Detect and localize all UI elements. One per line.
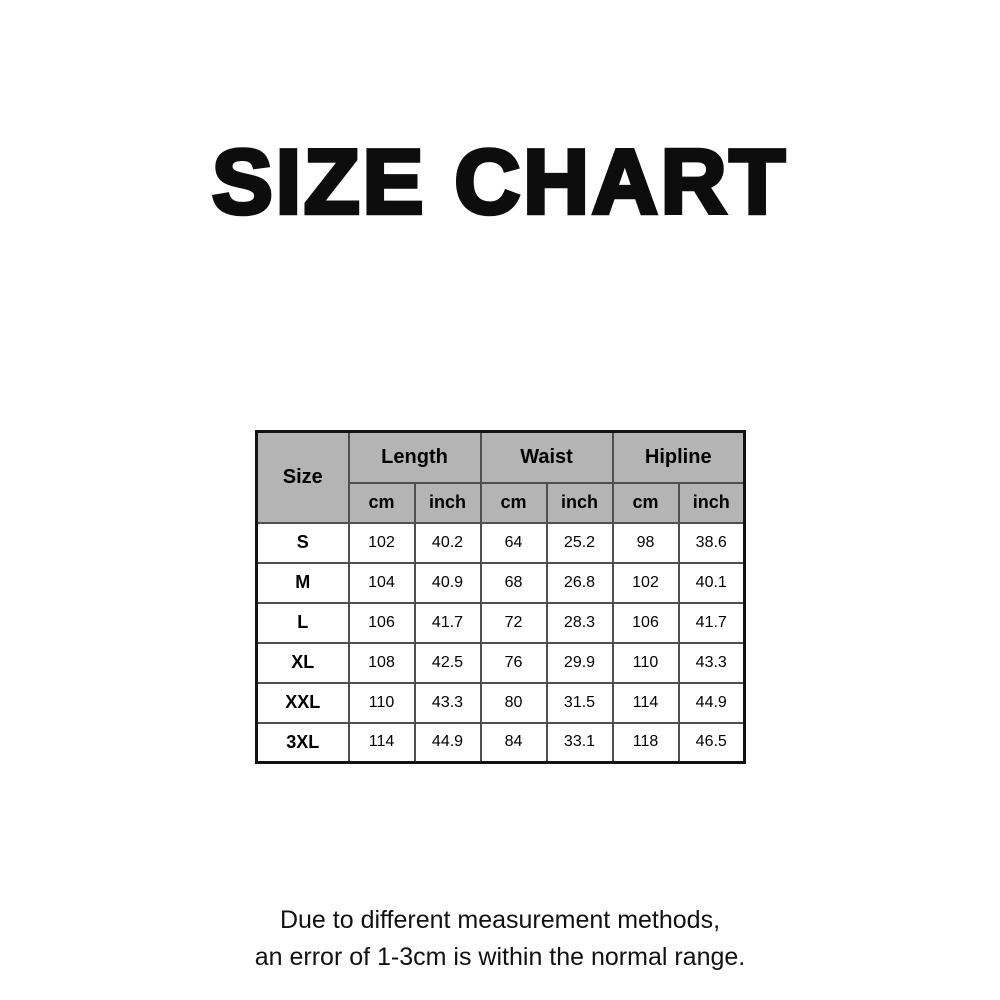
cell-hipline-cm: 102 [611, 561, 680, 604]
cell-length-inch: 41.7 [413, 601, 482, 644]
disclaimer-text: Due to different measurement methods, an… [0, 902, 1000, 976]
cell-length-inch: 40.2 [413, 521, 482, 564]
cell-length-cm: 110 [347, 681, 416, 724]
col-header-waist-cm: cm [479, 481, 548, 524]
col-header-size: Size [255, 430, 350, 524]
cell-waist-inch: 28.3 [545, 601, 614, 644]
cell-hipline-inch: 44.9 [677, 681, 746, 724]
cell-waist-cm: 64 [479, 521, 548, 564]
table-row: S 102 40.2 64 25.2 98 38.6 [255, 521, 746, 564]
row-size-label: L [255, 601, 350, 644]
cell-hipline-inch: 43.3 [677, 641, 746, 684]
header-group-row: Size Length Waist Hipline [255, 430, 746, 524]
cell-length-cm: 102 [347, 521, 416, 564]
cell-waist-inch: 25.2 [545, 521, 614, 564]
cell-waist-inch: 26.8 [545, 561, 614, 604]
cell-waist-cm: 84 [479, 721, 548, 764]
page-title: SIZE CHART [210, 132, 788, 233]
size-chart-table: Size Length Waist Hipline cm inch cm inc… [255, 430, 746, 764]
col-header-hipline-cm: cm [611, 481, 680, 524]
cell-hipline-cm: 98 [611, 521, 680, 564]
disclaimer-line-1: Due to different measurement methods, [279, 906, 721, 934]
table-row: XL 108 42.5 76 29.9 110 43.3 [255, 641, 746, 684]
disclaimer-line-2: an error of 1-3cm is within the normal r… [254, 943, 746, 971]
row-size-label: XXL [255, 681, 350, 724]
row-size-label: M [255, 561, 350, 604]
col-header-waist-inch: inch [545, 481, 614, 524]
cell-length-inch: 43.3 [413, 681, 482, 724]
table-header: Size Length Waist Hipline cm inch cm inc… [255, 430, 746, 524]
cell-length-cm: 114 [347, 721, 416, 764]
cell-hipline-cm: 110 [611, 641, 680, 684]
row-size-label: 3XL [255, 721, 350, 764]
cell-length-inch: 42.5 [413, 641, 482, 684]
cell-length-cm: 108 [347, 641, 416, 684]
col-header-waist: Waist [479, 430, 614, 484]
cell-waist-cm: 76 [479, 641, 548, 684]
cell-hipline-cm: 114 [611, 681, 680, 724]
table-row: L 106 41.7 72 28.3 106 41.7 [255, 601, 746, 644]
cell-hipline-inch: 40.1 [677, 561, 746, 604]
row-size-label: S [255, 521, 350, 564]
header-units-row: cm inch cm inch cm inch [257, 481, 746, 524]
cell-hipline-inch: 41.7 [677, 601, 746, 644]
cell-length-cm: 106 [347, 601, 416, 644]
table-row: 3XL 114 44.9 84 33.1 118 46.5 [255, 721, 746, 764]
cell-length-inch: 40.9 [413, 561, 482, 604]
cell-waist-inch: 31.5 [545, 681, 614, 724]
cell-length-inch: 44.9 [413, 721, 482, 764]
cell-hipline-cm: 106 [611, 601, 680, 644]
col-header-length: Length [347, 430, 482, 484]
cell-waist-inch: 33.1 [545, 721, 614, 764]
row-size-label: XL [255, 641, 350, 684]
cell-waist-inch: 29.9 [545, 641, 614, 684]
col-header-hipline: Hipline [611, 430, 746, 484]
cell-length-cm: 104 [347, 561, 416, 604]
cell-waist-cm: 68 [479, 561, 548, 604]
col-header-length-cm: cm [347, 481, 416, 524]
cell-waist-cm: 72 [479, 601, 548, 644]
cell-hipline-cm: 118 [611, 721, 680, 764]
cell-hipline-inch: 46.5 [677, 721, 746, 764]
cell-waist-cm: 80 [479, 681, 548, 724]
table-row: M 104 40.9 68 26.8 102 40.1 [255, 561, 746, 604]
cell-hipline-inch: 38.6 [677, 521, 746, 564]
col-header-length-inch: inch [413, 481, 482, 524]
col-header-hipline-inch: inch [677, 481, 746, 524]
table-row: XXL 110 43.3 80 31.5 114 44.9 [255, 681, 746, 724]
